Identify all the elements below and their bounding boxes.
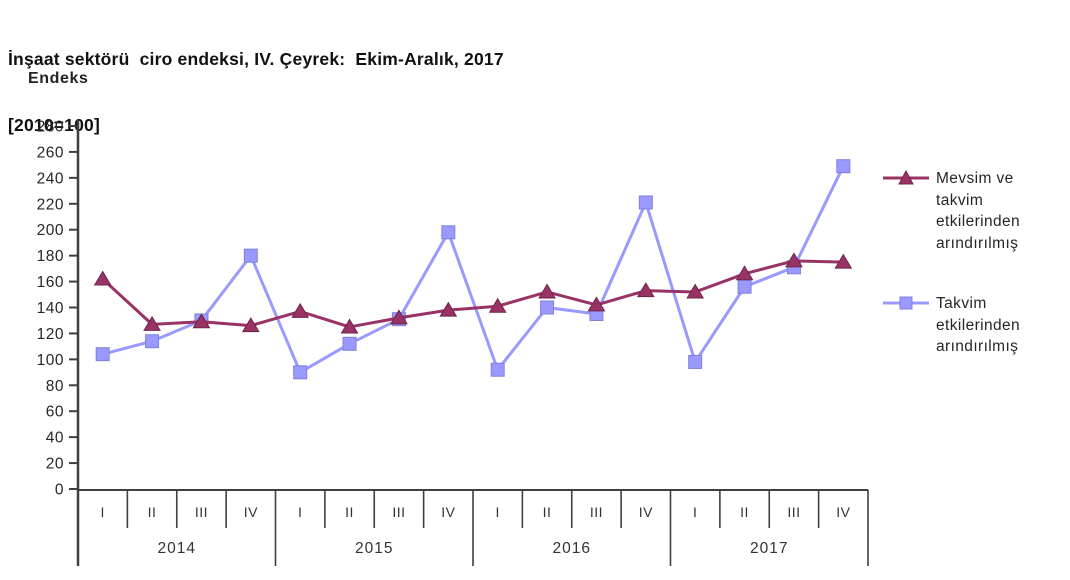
year-label: 2014 — [158, 540, 196, 557]
data-point-triangle — [390, 309, 408, 325]
y-tick-label: 260 — [37, 144, 64, 161]
y-tick-label: 80 — [46, 378, 64, 395]
quarter-label: I — [298, 504, 302, 520]
quarter-label: I — [693, 504, 697, 520]
chart-title-line1: İnşaat sektörü ciro endeksi, IV. Çeyrek:… — [8, 49, 504, 69]
quarter-label: II — [345, 504, 354, 520]
data-point-triangle — [241, 317, 260, 333]
quarter-label: III — [590, 504, 603, 520]
y-tick-label: 40 — [46, 430, 64, 447]
year-label: 2015 — [355, 540, 393, 557]
data-point-triangle — [538, 283, 556, 299]
data-point-square — [638, 195, 653, 210]
data-point-triangle — [686, 283, 705, 299]
y-tick-label: 220 — [37, 196, 64, 213]
data-point-triangle — [143, 315, 161, 331]
data-point-square — [540, 300, 555, 315]
data-point-square — [836, 159, 851, 174]
data-point-square — [293, 365, 308, 380]
quarter-label: III — [195, 504, 208, 520]
data-point-square — [243, 248, 258, 263]
y-tick-label: 280 — [37, 119, 64, 136]
data-point-triangle — [192, 313, 211, 329]
y-tick-label: 120 — [37, 326, 64, 343]
data-point-square — [688, 354, 703, 369]
data-point-square — [737, 279, 752, 294]
data-point-square — [490, 362, 505, 377]
quarter-label: II — [543, 504, 552, 520]
quarter-label: III — [392, 504, 405, 520]
series-line-square — [101, 164, 845, 374]
quarter-label: IV — [441, 504, 455, 520]
data-point-triangle — [785, 252, 803, 268]
quarter-label: I — [495, 504, 499, 520]
data-point-square — [95, 347, 110, 362]
data-point-triangle — [636, 282, 655, 298]
y-tick-label: 160 — [37, 274, 64, 291]
y-axis-title: Endeks — [28, 70, 89, 87]
quarter-label: IV — [639, 504, 653, 520]
data-point-triangle — [587, 296, 606, 312]
y-tick-label: 0 — [55, 482, 64, 499]
data-point-triangle — [735, 265, 754, 281]
data-point-square — [342, 336, 357, 351]
y-tick-label: 20 — [46, 456, 64, 473]
chart-title: İnşaat sektörü ciro endeksi, IV. Çeyrek:… — [8, 4, 504, 180]
quarter-label: IV — [244, 504, 258, 520]
quarter-label: IV — [836, 504, 850, 520]
y-tick-label: 60 — [46, 404, 64, 421]
data-point-square — [145, 334, 160, 349]
y-tick-label: 180 — [37, 248, 64, 265]
data-point-triangle — [488, 297, 507, 313]
quarter-label: II — [740, 504, 749, 520]
year-label: 2016 — [553, 540, 591, 557]
quarter-label: II — [148, 504, 157, 520]
y-tick-label: 200 — [37, 222, 64, 239]
y-tick-label: 140 — [37, 300, 64, 317]
data-point-triangle — [439, 301, 458, 317]
data-point-square — [441, 225, 456, 240]
series-line-triangle — [101, 259, 845, 329]
year-label: 2017 — [750, 540, 788, 557]
data-point-triangle — [93, 270, 112, 286]
quarter-label: I — [100, 504, 104, 520]
data-point-triangle — [834, 253, 853, 269]
y-tick-label: 240 — [37, 170, 64, 187]
quarter-label: III — [787, 504, 800, 520]
data-point-triangle — [291, 302, 310, 318]
y-tick-label: 100 — [37, 352, 64, 369]
data-point-triangle — [340, 318, 359, 334]
